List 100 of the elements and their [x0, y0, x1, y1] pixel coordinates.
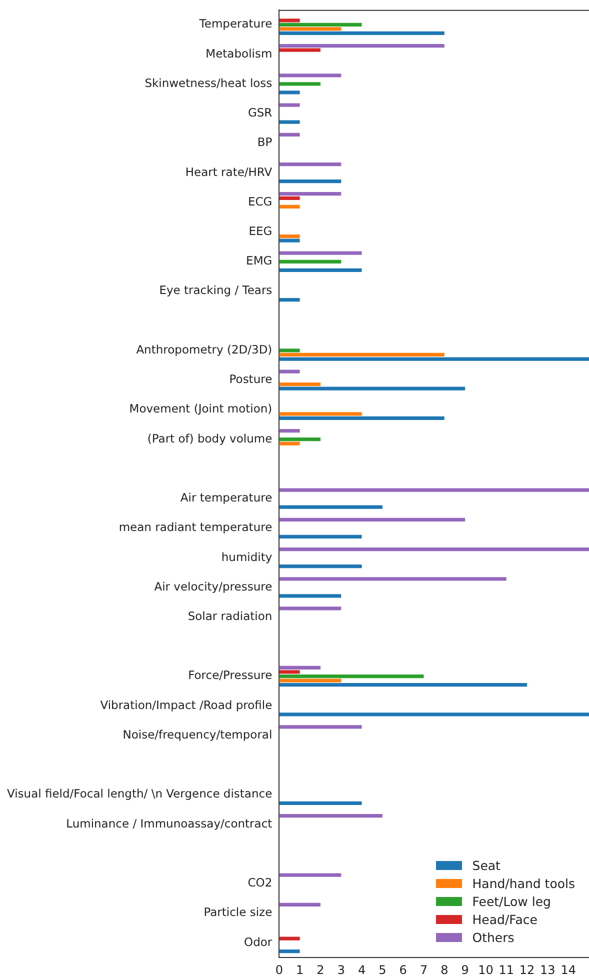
legend-label: Feet/Low leg: [472, 894, 551, 909]
y-tick-label: (Part of) body volume: [147, 431, 272, 446]
bar: [279, 180, 342, 184]
bar: [279, 577, 506, 581]
bar: [279, 251, 362, 255]
y-tick-label: CO2: [248, 876, 272, 890]
y-tick-label: Air temperature: [180, 490, 272, 505]
x-tick-label: 4: [358, 962, 366, 977]
y-tick-label: Posture: [229, 372, 272, 386]
y-tick-label: Particle size: [204, 905, 272, 920]
y-tick-label: Luminance / Immunoassay/contract: [66, 816, 273, 830]
x-tick-label: 9: [461, 962, 469, 977]
x-tick-label: 0: [275, 962, 283, 977]
bar: [279, 518, 466, 522]
y-tick-label: EEG: [248, 224, 272, 238]
bar: [279, 814, 382, 818]
bar: [279, 234, 300, 238]
bar: [279, 132, 300, 136]
bar: [279, 82, 320, 86]
bar: [279, 90, 300, 94]
y-tick-label: Movement (Joint motion): [129, 402, 272, 416]
bar: [279, 950, 300, 954]
bar: [279, 674, 424, 678]
y-tick-label: Metabolism: [206, 46, 272, 60]
bar: [279, 48, 320, 52]
bar: [279, 534, 362, 539]
y-tick-label: GSR: [248, 106, 272, 120]
y-tick-label: Odor: [244, 934, 272, 949]
x-tick-label: 2: [316, 962, 324, 977]
bar: [279, 678, 342, 682]
bar: [279, 192, 342, 196]
x-tick-label: 3: [337, 962, 345, 977]
bar: [279, 238, 300, 242]
y-tick-label: Skinwetness/heat loss: [144, 76, 272, 90]
x-tick-label: 13: [540, 962, 556, 977]
bar: [279, 902, 320, 906]
y-tick-label: Anthropometry (2D/3D): [136, 342, 272, 356]
bar: [279, 416, 444, 420]
bar: [279, 31, 444, 36]
bar: [279, 44, 444, 48]
bar: [279, 670, 300, 674]
bar: [279, 370, 300, 374]
x-tick-label: 8: [440, 962, 448, 977]
y-tick-label: Eye tracking / Tears: [159, 283, 272, 298]
bar: [279, 547, 589, 552]
y-tick-label: Noise/frequency/temporal: [122, 727, 272, 742]
y-tick-label: mean radiant temperature: [118, 520, 272, 534]
bar: [279, 666, 320, 670]
bar: [279, 386, 466, 390]
y-tick-label: Air velocity/pressure: [154, 579, 272, 594]
bar: [279, 298, 300, 302]
bar: [279, 801, 362, 806]
bar: [279, 18, 300, 22]
bar: [279, 438, 320, 442]
x-tick-label: 6: [399, 962, 407, 977]
bar: [279, 204, 300, 208]
x-tick-label: 5: [378, 962, 386, 977]
bar: [279, 103, 300, 107]
x-tick-label: 14: [560, 962, 576, 977]
x-tick-label: 11: [498, 962, 514, 977]
bar: [279, 74, 342, 78]
bar: [279, 162, 342, 166]
bar: [279, 428, 300, 433]
bar: [279, 682, 528, 687]
bar: [279, 594, 342, 598]
y-tick-label: Heart rate/HRV: [185, 164, 272, 179]
y-tick-label: EMG: [246, 254, 272, 268]
bar: [279, 196, 300, 200]
bar: [279, 606, 342, 610]
bar: [279, 352, 444, 357]
bar: [279, 357, 589, 361]
bar: [279, 505, 382, 509]
bar: [279, 260, 342, 264]
legend-label: Hand/hand tools: [472, 876, 575, 891]
bar: [279, 348, 300, 352]
bar: [279, 712, 589, 716]
bar: [279, 488, 589, 492]
bar: [279, 120, 300, 124]
legend-label: Head/Face: [472, 912, 538, 927]
y-tick-label: Vibration/Impact /Road profile: [100, 698, 272, 712]
bar: [279, 412, 362, 416]
y-tick-label: Visual field/Focal length/ \n Vergence distance: [6, 786, 272, 801]
bar: [279, 442, 300, 446]
y-tick-label: BP: [257, 135, 272, 150]
bar: [279, 22, 362, 27]
x-tick-label: 12: [519, 962, 535, 977]
x-tick-label: 1: [296, 962, 304, 977]
x-tick-label: 10: [478, 962, 494, 977]
y-tick-label: humidity: [221, 550, 272, 564]
y-tick-label: Temperature: [198, 16, 272, 31]
bar: [279, 382, 320, 386]
y-tick-label: Solar radiation: [188, 609, 272, 624]
x-tick-label: 7: [420, 962, 428, 977]
y-tick-label: Force/Pressure: [188, 668, 272, 682]
legend-label: Others: [472, 930, 514, 945]
y-tick-label: ECG: [248, 194, 272, 208]
bar: [279, 873, 342, 877]
bar: [279, 936, 300, 940]
bar: [279, 725, 362, 729]
legend-label: Seat: [472, 858, 500, 873]
